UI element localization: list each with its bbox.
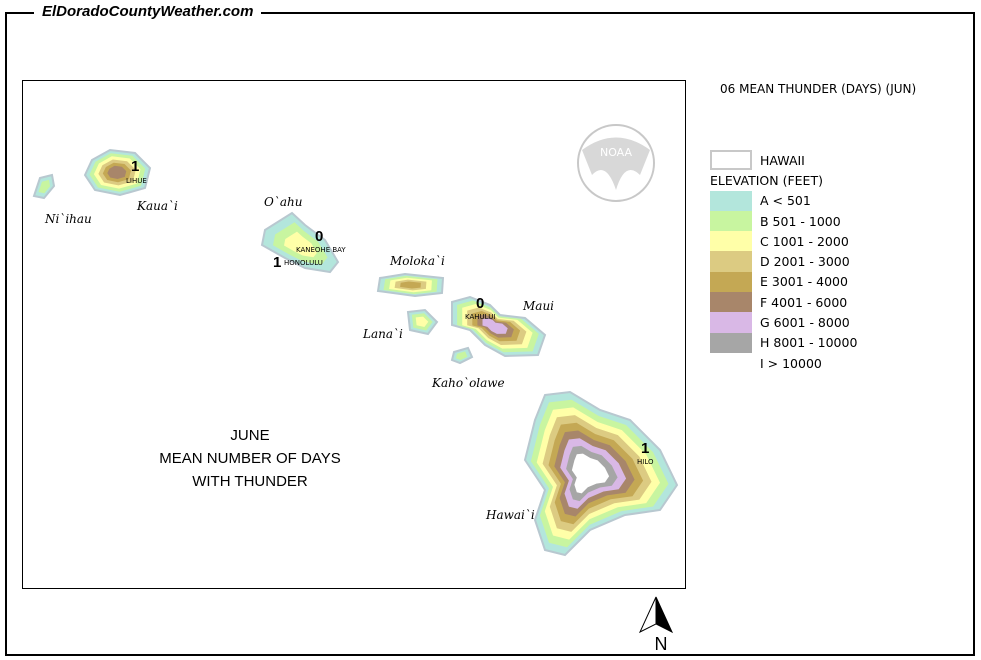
island-label: O`ahu	[264, 195, 303, 209]
legend-class-label: A < 501	[760, 193, 811, 209]
site-title: ElDoradoCountyWeather.com	[34, 3, 262, 20]
legend-class: H 8001 - 10000	[710, 332, 858, 353]
elevation-band	[107, 165, 127, 179]
station-name: HONOLULU	[284, 259, 323, 267]
legend-class-label: B 501 - 1000	[760, 213, 841, 229]
legend-swatch	[710, 271, 752, 293]
island-label: Kaua`i	[137, 199, 178, 213]
legend-class: I > 10000	[710, 352, 857, 374]
legend-class: A < 501	[710, 190, 857, 211]
island-niihau	[32, 173, 56, 200]
legend-class: D 2001 - 3000	[710, 251, 857, 272]
island-label: Ni`ihau	[45, 212, 92, 226]
legend-class-label: G 6001 - 8000	[760, 315, 850, 331]
legend-swatch	[710, 292, 752, 313]
station-name: HILO	[637, 458, 654, 466]
island-kauai	[83, 148, 152, 197]
island-molokai	[376, 272, 445, 298]
island-label: Moloka`i	[390, 254, 445, 268]
station-value: 0	[315, 228, 324, 245]
elevation-band	[400, 281, 421, 289]
elevation-band	[38, 179, 51, 194]
station-value: 1	[641, 440, 650, 457]
map-title-line: WITH THUNDER	[192, 473, 308, 490]
north-label: N	[655, 634, 668, 654]
legend: HAWAII ELEVATION (FEET) A < 501 B 501 - 1…	[710, 150, 858, 374]
station-name: KANEOHE BAY	[296, 246, 346, 254]
legend-class-label: I > 10000	[760, 355, 822, 371]
north-arrow-icon: N	[638, 596, 674, 654]
legend-class: F 4001 - 6000	[710, 292, 857, 313]
legend-state-swatch	[710, 150, 752, 171]
elevation-band	[415, 316, 429, 327]
station-value: 1	[273, 254, 282, 271]
elevation-band	[482, 317, 508, 334]
map-title: JUNE MEAN NUMBER OF DAYS WITH THUNDER	[130, 424, 370, 493]
noaa-logo-text: NOAA	[600, 146, 633, 159]
legend-swatch	[710, 251, 752, 272]
legend-state: HAWAII	[710, 150, 857, 171]
legend-swatch	[710, 332, 752, 353]
legend-class: C 1001 - 2000	[710, 231, 857, 252]
legend-class: B 501 - 1000	[710, 210, 857, 232]
legend-elevation-header: ELEVATION (FEET)	[710, 172, 823, 188]
legend-class-label: C 1001 - 2000	[760, 233, 849, 249]
map-title-line: MEAN NUMBER OF DAYS	[159, 450, 341, 467]
outer-frame	[5, 12, 975, 656]
island-label: Maui	[523, 299, 555, 313]
legend-class: G 6001 - 8000	[710, 312, 857, 333]
island-label: Kaho`olawe	[432, 376, 505, 390]
island-maui	[451, 295, 547, 358]
station-value: 1	[131, 158, 140, 175]
elevation-band	[571, 453, 610, 494]
elevation-band	[455, 351, 468, 360]
station-name: KAHULUI	[465, 313, 496, 321]
island-oahu	[260, 211, 340, 274]
legend-swatch	[710, 352, 752, 374]
legend-class-label: F 4001 - 6000	[760, 294, 848, 310]
legend-swatch	[710, 312, 752, 333]
legend-title: 06 MEAN THUNDER (DAYS) (JUN)	[720, 82, 917, 96]
island-label: Lana`i	[363, 327, 403, 341]
legend-state-label: HAWAII	[760, 152, 805, 168]
elevation-band	[284, 231, 317, 258]
island-lanai	[406, 308, 439, 336]
legend-class-label: D 2001 - 3000	[760, 254, 850, 270]
noaa-logo: NOAA	[577, 124, 655, 202]
map-frame	[22, 80, 686, 589]
legend-class: E 3001 - 4000	[710, 271, 857, 293]
legend-swatch	[710, 190, 752, 211]
legend-swatch	[710, 231, 752, 252]
legend-class-label: E 3001 - 4000	[760, 274, 848, 290]
legend-class-label: H 8001 - 10000	[760, 335, 858, 351]
station-value: 0	[476, 295, 485, 312]
island-hawaii	[523, 390, 679, 557]
legend-swatch	[710, 210, 752, 232]
island-kahoolawe	[450, 346, 474, 365]
map-title-line: JUNE	[230, 427, 270, 444]
station-name: LIHUE	[126, 177, 147, 185]
island-label: Hawai`i	[486, 508, 535, 522]
